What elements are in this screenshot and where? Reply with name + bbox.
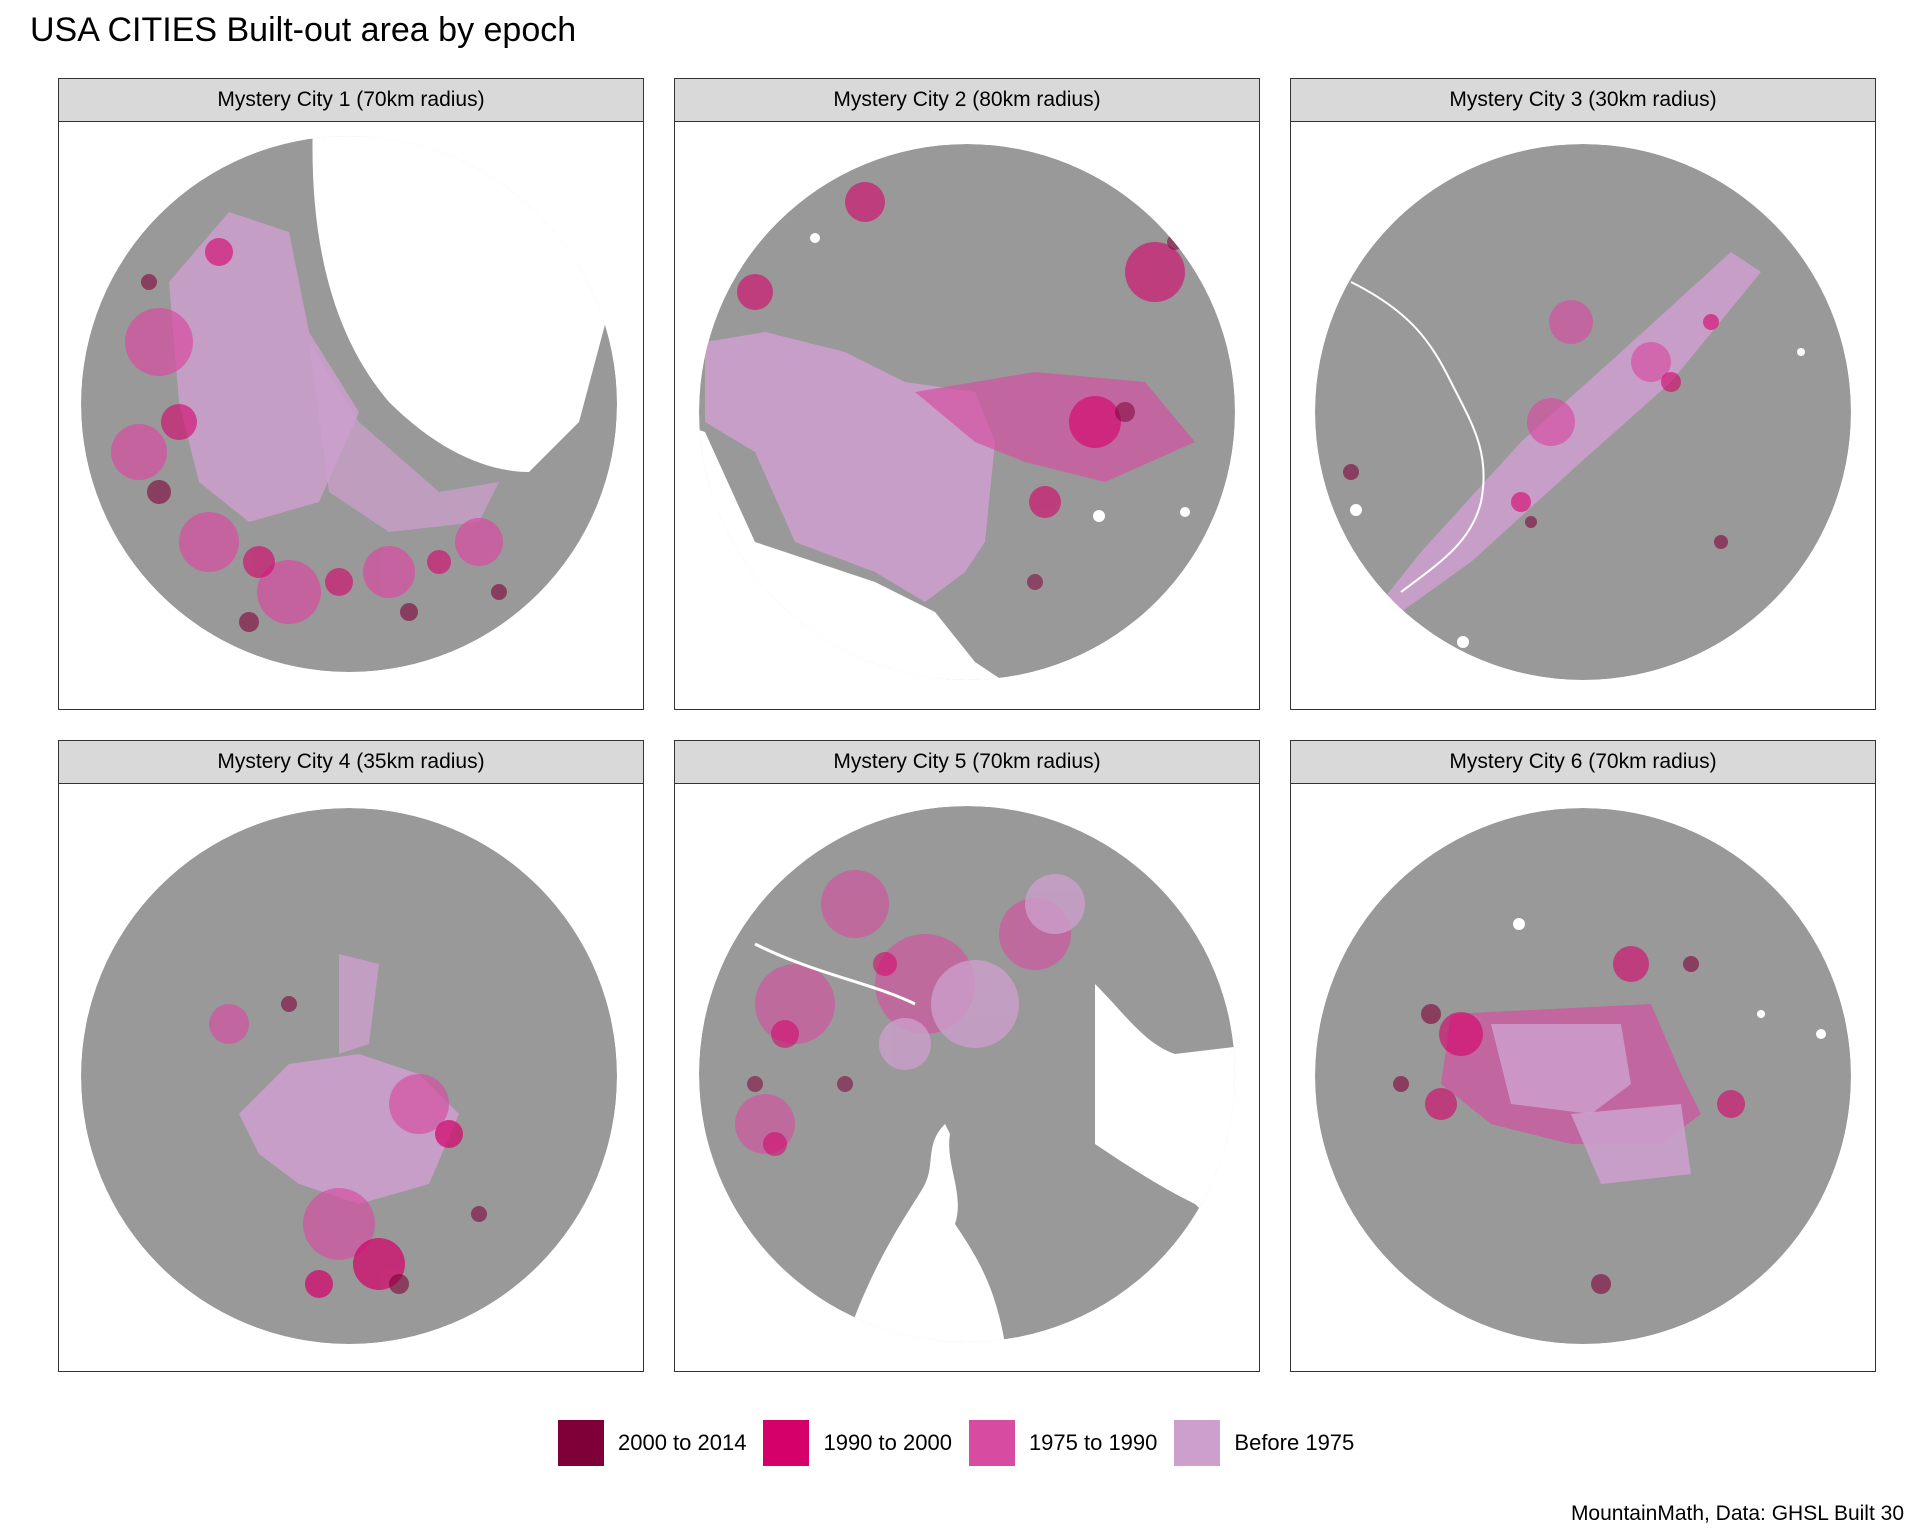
facet-strip-3: Mystery City 3 (30km radius) [1290,78,1876,122]
facet-panel-2: Mystery City 2 (80km radius) [674,78,1260,710]
legend-item: 1990 to 2000 [763,1420,952,1466]
built-1990-2000 [161,238,451,596]
built-2000-2014 [281,996,487,1294]
built-1990-2000 [1425,946,1745,1120]
facet-panel-3: Mystery City 3 (30km radius) [1290,78,1876,710]
inland-water [1350,348,1805,648]
built-before-1975-shore [309,342,499,532]
land-area [699,806,1235,1342]
facet-panel-4: Mystery City 4 (35km radius) [58,740,644,1372]
facet-strip-6: Mystery City 6 (70km radius) [1290,740,1876,784]
map-city-4 [81,808,617,1344]
facet-map-1 [58,122,644,710]
facet-map-6 [1290,784,1876,1372]
built-2000-2014 [1343,464,1728,549]
facet-panel-1: Mystery City 1 (70km radius) [58,78,644,710]
built-1975-1990 [915,372,1195,482]
built-1975-1990 [209,1004,449,1260]
facet-panel-5: Mystery City 5 (70km radius) [674,740,1260,1372]
legend-label: 1975 to 1990 [1028,1430,1158,1455]
legend-item: 1975 to 1990 [968,1420,1158,1466]
facet-map-3 [1290,122,1876,710]
chart-title: USA CITIES Built-out area by epoch [30,11,577,49]
built-1990-2000 [763,952,897,1156]
inland-water [1513,918,1826,1039]
bay-water [845,1124,1005,1342]
facet-strip-5: Mystery City 5 (70km radius) [674,740,1260,784]
legend-swatch [1174,1420,1221,1466]
built-2000-2014 [1393,956,1699,1294]
facet-map-4 [58,784,644,1372]
built-before-1975 [169,212,359,522]
legend-item: Before 1975 [1174,1420,1354,1466]
built-before-1975 [1491,1024,1631,1114]
legend: 2000 to 2014 1990 to 2000 1975 to 1990 B… [558,1420,1371,1466]
legend-label: 2000 to 2014 [618,1430,747,1455]
built-before-1975 [705,332,995,602]
built-before-1975 [879,874,1085,1070]
built-before-1975-south [1571,1104,1691,1184]
legend-swatch [763,1420,810,1466]
caption: MountainMath, Data: GHSL Built 30 [1570,1502,1904,1525]
facet-strip-1: Mystery City 1 (70km radius) [58,78,644,122]
inland-water [810,233,1190,522]
built-1975-1990 [111,308,503,624]
legend-swatch [968,1420,1015,1466]
facet-panel-6: Mystery City 6 (70km radius) [1290,740,1876,1372]
facet-strip-2: Mystery City 2 (80km radius) [674,78,1260,122]
legend-label: 1990 to 2000 [823,1430,952,1455]
legend-item: 2000 to 2014 [558,1420,746,1466]
river [754,942,916,1006]
facet-map-2 [674,122,1260,710]
built-2000-2014 [747,1076,853,1092]
map-city-2 [699,144,1235,680]
built-before-1975-north [339,954,379,1054]
river [1350,281,1485,593]
map-city-3 [1315,144,1851,680]
legend-swatch [558,1420,604,1466]
built-1990-2000 [737,182,1185,518]
facet-strip-4: Mystery City 4 (35km radius) [58,740,644,784]
built-2000-2014 [141,274,507,632]
facet-map-5 [674,784,1260,1372]
map-city-1 [81,136,617,672]
built-1975-1990 [1527,300,1671,446]
map-city-5 [699,806,1235,1342]
built-1990-2000 [1511,314,1719,512]
map-city-6 [1315,808,1851,1344]
legend-label: Before 1975 [1234,1430,1355,1455]
